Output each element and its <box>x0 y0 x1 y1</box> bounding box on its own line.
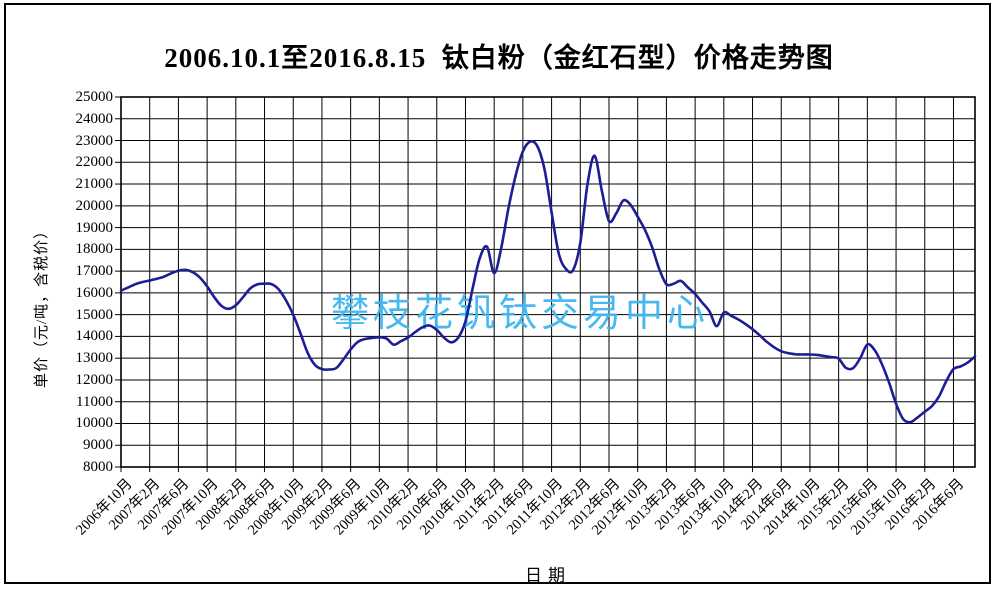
y-tick-label: 10000 <box>75 415 114 432</box>
y-tick-label: 11000 <box>76 393 113 410</box>
plot-frame <box>120 96 976 468</box>
chart-border-frame <box>4 3 991 584</box>
y-tick-label: 19000 <box>75 219 114 236</box>
y-tick-label: 17000 <box>75 263 114 280</box>
y-tick-label: 18000 <box>75 241 114 258</box>
y-tick-label: 23000 <box>75 132 114 149</box>
y-tick-label: 13000 <box>75 350 114 367</box>
y-tick-label: 22000 <box>75 154 114 171</box>
y-tick-label: 12000 <box>75 371 114 388</box>
y-tick-label: 9000 <box>83 437 113 454</box>
y-axis-title: 单价（元/吨，含税价） <box>34 222 50 388</box>
y-tick-label: 15000 <box>75 306 114 323</box>
y-tick-label: 8000 <box>83 459 113 475</box>
y-tick-label: 20000 <box>75 197 114 214</box>
axis-ticks <box>115 96 954 472</box>
y-tick-label: 21000 <box>75 176 114 193</box>
y-tick-label: 25000 <box>75 89 114 105</box>
y-tick-label: 14000 <box>75 328 114 345</box>
y-tick-label: 24000 <box>75 110 114 127</box>
x-axis-title: 日期 <box>525 566 571 585</box>
y-tick-label: 16000 <box>75 284 114 301</box>
price-line <box>119 139 977 424</box>
chart-title: 2006.10.1至2016.8.15 钛白粉（金红石型）价格走势图 <box>164 43 834 73</box>
